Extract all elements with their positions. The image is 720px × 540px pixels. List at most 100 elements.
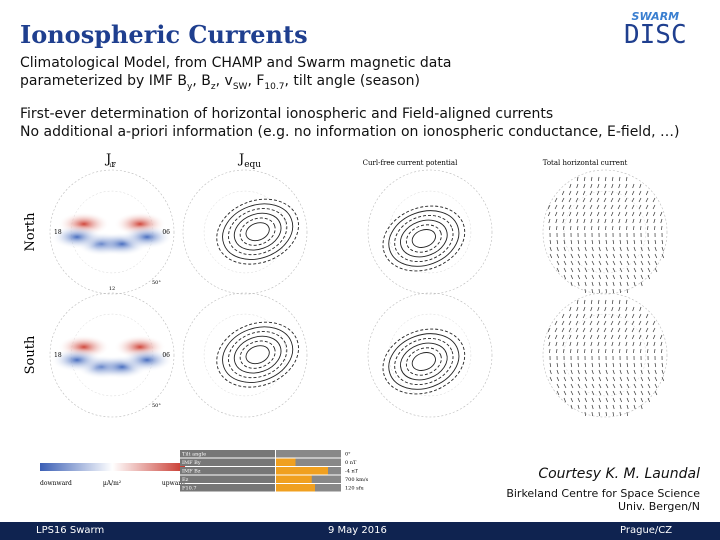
vector [590, 299, 593, 305]
vector [626, 411, 628, 417]
vector [563, 246, 566, 252]
vector [563, 369, 566, 375]
vector [563, 225, 565, 231]
vector [626, 369, 629, 375]
vector [603, 334, 607, 340]
vector [604, 299, 607, 305]
vector [549, 376, 553, 382]
clock-label: 12 [109, 163, 115, 169]
vector [633, 253, 637, 259]
subtitle-part: SW [232, 81, 248, 92]
footer-center: 9 May 2016 [328, 525, 387, 536]
vector [603, 211, 607, 217]
vector [590, 218, 593, 224]
vector [577, 239, 580, 245]
vector [654, 390, 658, 396]
input-label-bg [180, 484, 275, 492]
logo-top: SWARM [631, 10, 680, 23]
vector [617, 197, 621, 203]
clock-label: 06 [162, 229, 170, 236]
vector [584, 274, 587, 280]
vector [576, 299, 579, 305]
vector [652, 204, 656, 210]
vector [645, 334, 649, 340]
input-setting: -4 nT [345, 469, 359, 475]
vector [605, 274, 608, 280]
vector [626, 390, 630, 396]
contour [245, 222, 270, 242]
vector [617, 313, 621, 319]
vector [612, 369, 615, 375]
vector [654, 362, 657, 368]
vector [563, 376, 567, 382]
vector [661, 225, 663, 231]
vector [638, 190, 642, 196]
vector [633, 274, 636, 280]
vector [633, 225, 635, 231]
contour [228, 208, 288, 256]
subtitle-part: parameterized by IMF B [20, 73, 188, 89]
vector [556, 376, 560, 382]
vector [583, 218, 586, 224]
vector [619, 260, 623, 266]
clock-label: 18 [54, 352, 62, 359]
vector [647, 390, 651, 396]
vector [570, 362, 573, 368]
vector [612, 274, 615, 280]
vector [576, 341, 579, 347]
vector [604, 218, 607, 224]
vector [591, 239, 594, 245]
vector [605, 404, 608, 410]
vector [589, 204, 593, 210]
vector [612, 253, 616, 259]
vector [626, 225, 628, 231]
vector [624, 211, 628, 217]
vector [597, 306, 600, 312]
subtitle-part: , tilt angle (season) [284, 73, 420, 89]
vector [638, 313, 642, 319]
contour [222, 326, 294, 383]
input-name: IMF By [182, 460, 201, 466]
vector [645, 313, 649, 319]
vector [617, 320, 621, 326]
vector [626, 397, 629, 403]
vector [591, 225, 593, 231]
vector [611, 218, 614, 224]
vector [584, 260, 588, 266]
vector [631, 197, 635, 203]
vector [640, 383, 644, 389]
vector [591, 397, 594, 403]
vector [561, 334, 565, 340]
vector [640, 390, 644, 396]
header-sub: r [111, 160, 116, 170]
contour [400, 219, 448, 258]
clock-label: 18 [54, 229, 62, 236]
header-main: Total horizontal current [543, 159, 628, 167]
vector [591, 369, 594, 375]
vector [640, 281, 643, 287]
vector [647, 362, 650, 368]
vector [569, 341, 572, 347]
vector [661, 239, 664, 245]
vector [556, 267, 560, 273]
vector [554, 211, 558, 217]
vector [577, 348, 579, 354]
contour [411, 229, 436, 248]
current-blob [121, 348, 173, 372]
contour [239, 340, 276, 369]
vector [589, 190, 593, 196]
vector [631, 334, 635, 340]
vector [605, 281, 608, 287]
vector [645, 204, 649, 210]
vector [568, 211, 572, 217]
subtitle-part: z [210, 81, 216, 92]
vector [554, 320, 558, 326]
vector [561, 327, 565, 333]
vector [618, 218, 621, 224]
clock-label: 50° [152, 403, 161, 409]
column-header: Curl-free current potential [363, 159, 458, 167]
vector [611, 183, 614, 189]
input-track [276, 458, 341, 466]
vector [626, 260, 630, 266]
vector [652, 197, 656, 203]
